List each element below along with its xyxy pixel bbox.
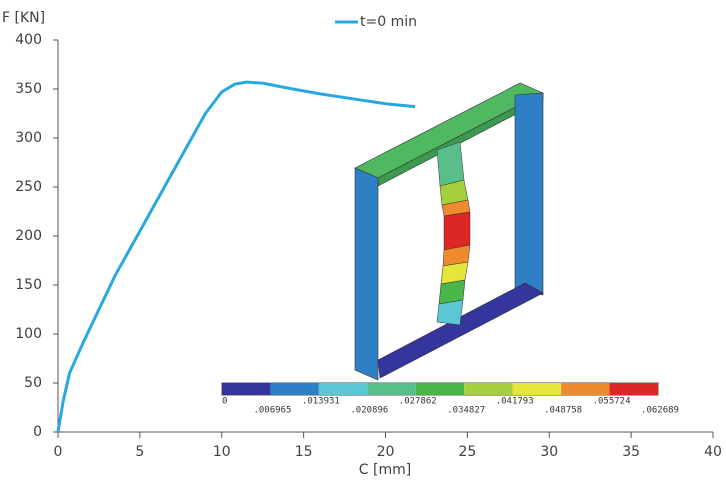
colorbar-label: .048758 [544, 406, 582, 416]
fea-model [355, 83, 543, 380]
x-tick-label: 40 [704, 444, 722, 460]
legend-label: t=0 min [360, 14, 417, 30]
colorbar-segment [270, 383, 318, 395]
colorbar-segment [319, 383, 367, 395]
x-axis-title: C [mm] [359, 462, 411, 478]
colorbar-label: 0 [222, 397, 227, 407]
colorbar-label: .062689 [641, 406, 679, 416]
y-axis-title: F [KN] [2, 10, 45, 26]
colorbar-segment [561, 383, 609, 395]
y-tick-label: 50 [24, 375, 42, 391]
x-tick-label: 10 [213, 444, 231, 460]
colorbar-segment [610, 383, 658, 395]
colorbar-segment [367, 383, 415, 395]
colorbar-segment [416, 383, 464, 395]
colorbar-label: .013931 [302, 397, 340, 407]
colorbar-label: .034827 [447, 406, 485, 416]
y-tick-label: 250 [15, 179, 42, 195]
colorbar-segment [513, 383, 561, 395]
page: {"chart_data": {"type": "line", "y_label… [0, 0, 726, 485]
y-tick-label: 200 [15, 228, 42, 244]
colorbar-segment [222, 383, 270, 395]
x-tick-label: 35 [622, 444, 640, 460]
y-tick-label: 400 [15, 32, 42, 48]
x-tick-label: 20 [377, 444, 395, 460]
colorbar-label: .020896 [350, 406, 388, 416]
x-tick-label: 30 [540, 444, 558, 460]
y-tick-label: 0 [33, 424, 42, 440]
x-tick-label: 0 [54, 444, 63, 460]
y-tick-label: 150 [15, 277, 42, 293]
chart: F [KN] C [mm] 05010015020025030035040005… [0, 0, 726, 485]
x-tick-label: 25 [458, 444, 476, 460]
colorbar-label: .041793 [496, 397, 534, 407]
x-tick-label: 5 [135, 444, 144, 460]
colorbar-label: .055724 [593, 397, 631, 407]
colorbar-label: .006965 [253, 406, 291, 416]
colorbar-label: .027862 [399, 397, 437, 407]
y-tick-label: 350 [15, 81, 42, 97]
y-tick-label: 100 [15, 326, 42, 342]
x-tick-label: 15 [295, 444, 313, 460]
y-tick-label: 300 [15, 130, 42, 146]
colorbar-segment [464, 383, 512, 395]
